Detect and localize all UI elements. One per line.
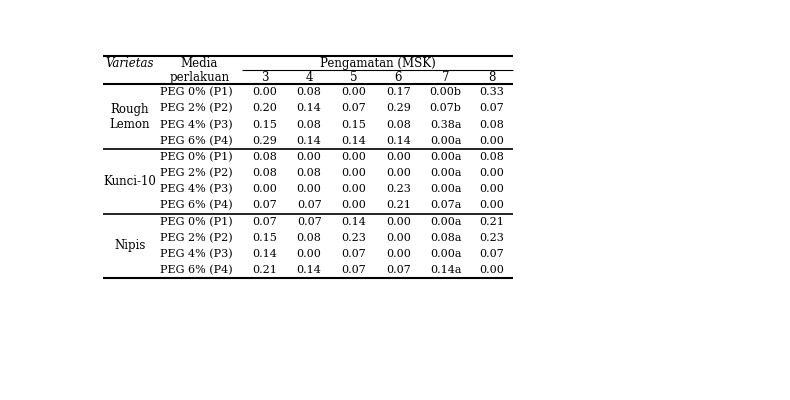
Text: 0.14: 0.14 [341,217,366,227]
Text: Varietas: Varietas [105,57,153,70]
Text: 3: 3 [261,71,269,84]
Text: PEG 6% (P4): PEG 6% (P4) [160,265,232,275]
Text: 0.33: 0.33 [480,87,505,97]
Text: 0.29: 0.29 [252,136,277,146]
Text: 0.15: 0.15 [252,233,277,243]
Text: PEG 2% (P2): PEG 2% (P2) [160,168,232,178]
Text: 0.07: 0.07 [252,217,277,227]
Text: 0.00: 0.00 [480,265,505,275]
Text: 0.00a: 0.00a [430,217,461,227]
Text: 0.00: 0.00 [386,152,411,162]
Text: 0.07b: 0.07b [430,104,461,114]
Text: 7: 7 [442,71,450,84]
Text: 0.00: 0.00 [480,136,505,146]
Text: 0.14: 0.14 [297,104,322,114]
Text: 0.08: 0.08 [297,120,322,130]
Text: Kunci-10: Kunci-10 [103,175,156,188]
Text: PEG 2% (P2): PEG 2% (P2) [160,103,232,114]
Text: 0.08: 0.08 [252,168,277,178]
Text: 8: 8 [488,71,496,84]
Text: Pengamatan (MSK): Pengamatan (MSK) [320,57,435,70]
Text: 0.08: 0.08 [480,152,505,162]
Text: 0.00: 0.00 [386,249,411,259]
Text: 0.00a: 0.00a [430,168,461,178]
Text: 0.07: 0.07 [297,200,322,210]
Text: PEG 6% (P4): PEG 6% (P4) [160,200,232,211]
Text: 0.00: 0.00 [386,168,411,178]
Text: PEG 0% (P1): PEG 0% (P1) [160,152,232,162]
Text: 0.14: 0.14 [297,136,322,146]
Text: 0.08: 0.08 [297,87,322,97]
Text: 0.00: 0.00 [297,152,322,162]
Text: 0.00: 0.00 [297,184,322,194]
Text: Rough
Lemon: Rough Lemon [110,102,150,130]
Text: 0.07: 0.07 [480,104,505,114]
Text: 0.23: 0.23 [341,233,366,243]
Text: PEG 6% (P4): PEG 6% (P4) [160,136,232,146]
Text: 0.14a: 0.14a [430,265,461,275]
Text: PEG 4% (P3): PEG 4% (P3) [160,120,232,130]
Text: 0.38a: 0.38a [430,120,461,130]
Text: 0.00: 0.00 [386,217,411,227]
Text: 0.23: 0.23 [480,233,505,243]
Text: 0.14: 0.14 [386,136,411,146]
Text: 0.08: 0.08 [252,152,277,162]
Text: 0.23: 0.23 [386,184,411,194]
Text: 0.00: 0.00 [386,233,411,243]
Text: 0.00: 0.00 [297,249,322,259]
Text: 0.07: 0.07 [341,265,366,275]
Text: 0.00: 0.00 [252,184,277,194]
Text: 0.08a: 0.08a [430,233,461,243]
Text: 0.00: 0.00 [341,200,366,210]
Text: PEG 4% (P3): PEG 4% (P3) [160,249,232,259]
Text: 0.14: 0.14 [252,249,277,259]
Text: 0.14: 0.14 [297,265,322,275]
Text: 0.00: 0.00 [341,184,366,194]
Text: 0.15: 0.15 [341,120,366,130]
Text: 0.08: 0.08 [480,120,505,130]
Text: PEG 4% (P3): PEG 4% (P3) [160,184,232,194]
Text: 0.00a: 0.00a [430,136,461,146]
Text: 0.07a: 0.07a [430,200,461,210]
Text: 0.00: 0.00 [341,152,366,162]
Text: 0.21: 0.21 [252,265,277,275]
Text: 0.00b: 0.00b [430,87,461,97]
Text: Nipis: Nipis [114,239,145,252]
Text: 0.15: 0.15 [252,120,277,130]
Text: 4: 4 [306,71,313,84]
Text: 0.21: 0.21 [386,200,411,210]
Text: 0.00: 0.00 [341,87,366,97]
Text: 0.00: 0.00 [480,184,505,194]
Text: 0.07: 0.07 [297,217,322,227]
Text: PEG 2% (P2): PEG 2% (P2) [160,233,232,243]
Text: 0.00a: 0.00a [430,184,461,194]
Text: 0.00: 0.00 [480,168,505,178]
Text: 0.29: 0.29 [386,104,411,114]
Text: 0.14: 0.14 [341,136,366,146]
Text: 0.08: 0.08 [297,168,322,178]
Text: 0.00: 0.00 [341,168,366,178]
Text: 0.07: 0.07 [341,249,366,259]
Text: 0.07: 0.07 [386,265,411,275]
Text: 0.07: 0.07 [252,200,277,210]
Text: PEG 0% (P1): PEG 0% (P1) [160,87,232,98]
Text: 0.00: 0.00 [252,87,277,97]
Text: 0.17: 0.17 [386,87,411,97]
Text: 0.08: 0.08 [297,233,322,243]
Text: 0.21: 0.21 [480,217,505,227]
Text: 0.00a: 0.00a [430,152,461,162]
Text: 0.08: 0.08 [386,120,411,130]
Text: 0.20: 0.20 [252,104,277,114]
Text: Media: Media [181,57,218,70]
Text: perlakuan: perlakuan [169,71,230,84]
Text: 0.07: 0.07 [341,104,366,114]
Text: 0.00a: 0.00a [430,249,461,259]
Text: 5: 5 [350,71,357,84]
Text: 6: 6 [394,71,402,84]
Text: 0.07: 0.07 [480,249,505,259]
Text: 0.00: 0.00 [480,200,505,210]
Text: PEG 0% (P1): PEG 0% (P1) [160,216,232,227]
